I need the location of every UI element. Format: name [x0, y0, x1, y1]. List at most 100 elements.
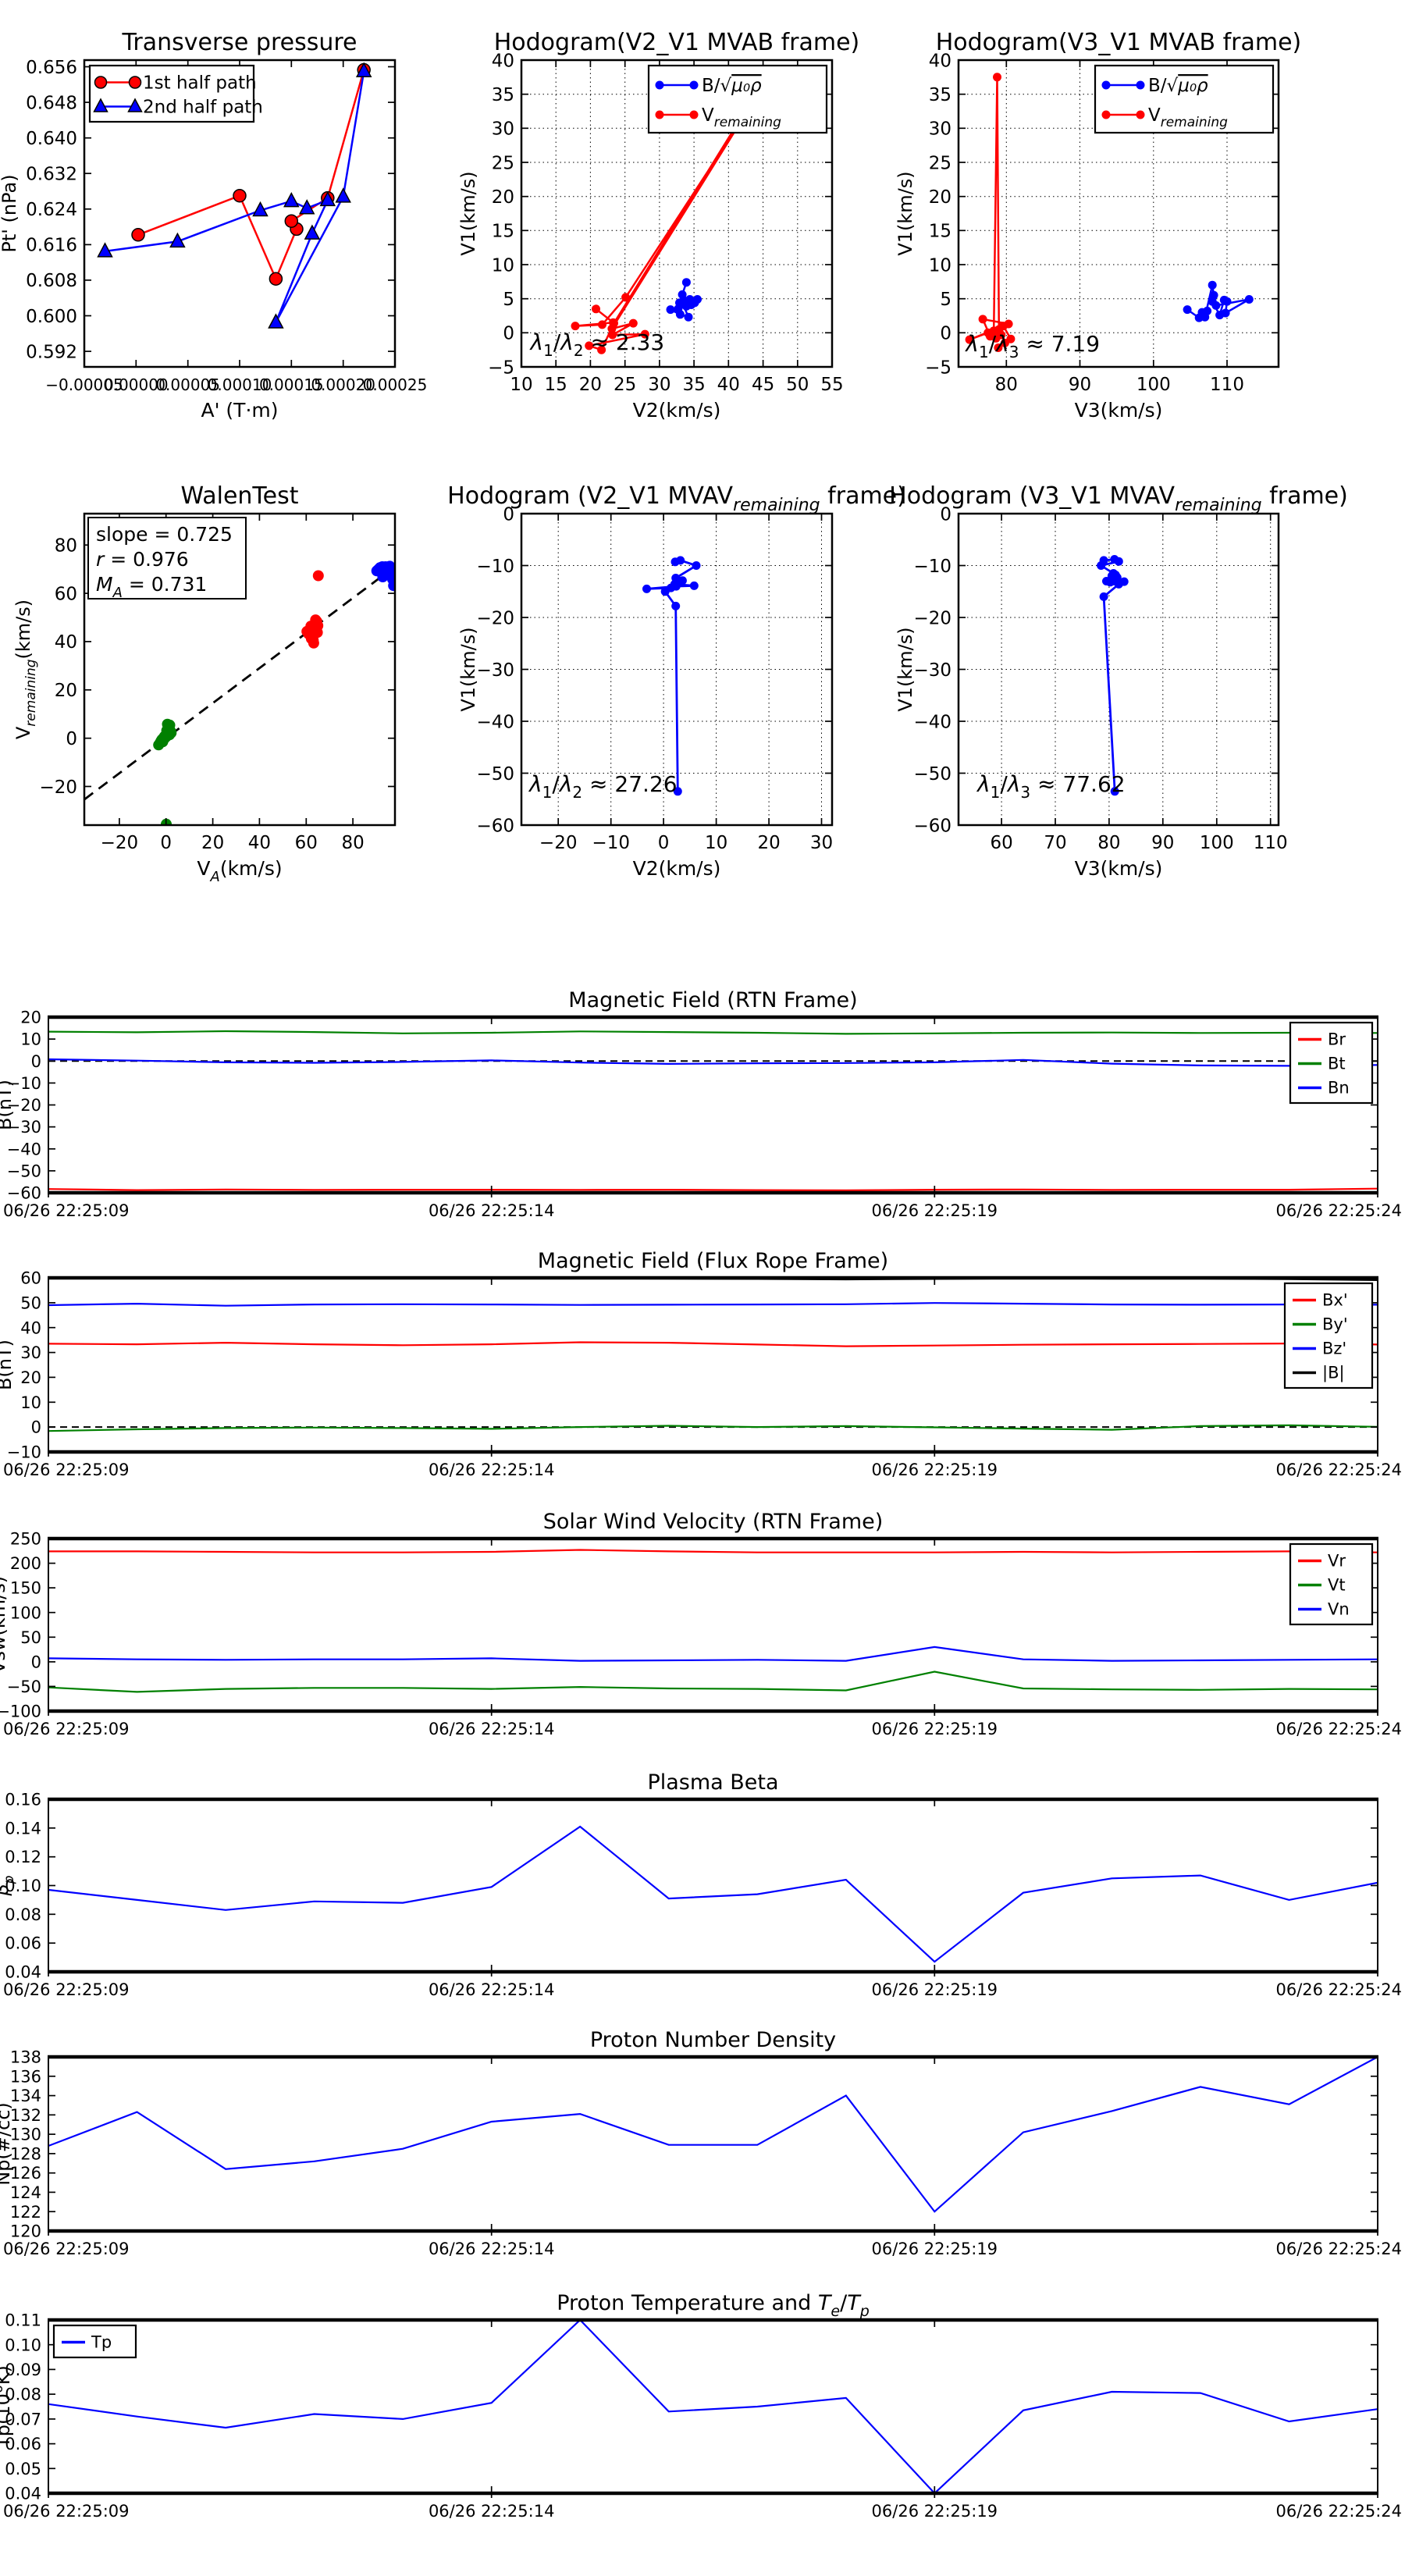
y-tick-label: 0.07: [5, 2410, 41, 2428]
dot-marker: [684, 312, 693, 322]
x-tick-label: 06/26 22:25:19: [872, 1980, 998, 1999]
x-tick-label: 30: [648, 375, 670, 395]
circle-marker: [233, 188, 247, 203]
dot-marker: [1221, 308, 1230, 318]
y-tick-label: 120: [10, 2222, 41, 2241]
dot-marker: [997, 330, 1006, 340]
y-tick-label: 0.08: [5, 1905, 41, 1924]
y-tick-label: 0: [940, 504, 951, 525]
series-beta: [48, 1825, 1378, 1963]
y-tick-label: −20: [913, 608, 951, 628]
x-tick-label: 0.00025: [363, 375, 428, 394]
dot-marker: [999, 322, 1008, 331]
x-tick-label: 90: [1151, 833, 1174, 853]
x-tick-label: 06/26 22:25:24: [1275, 1201, 1402, 1220]
legend-label: Vremaining: [1148, 105, 1228, 130]
dot-marker: [598, 320, 606, 329]
y-tick-label: 40: [492, 51, 514, 71]
y-tick-label: 60: [20, 1269, 41, 1288]
x-tick-label: 06/26 22:25:24: [1275, 1720, 1402, 1738]
triangle-marker: [268, 313, 284, 329]
y-tick-label: 136: [10, 2067, 41, 2086]
dot-marker: [689, 80, 699, 90]
x-tick-label: 06/26 22:25:24: [1275, 1980, 1402, 1999]
legend: B/√μ₀ρ Vremaining: [647, 64, 828, 134]
triangle-marker: [127, 98, 143, 112]
y-tick-label: 250: [10, 1530, 41, 1549]
y-tick-label: −40: [7, 1140, 41, 1158]
y-tick-label: 40: [20, 1318, 41, 1337]
triangle-marker: [304, 224, 321, 240]
chart-p4: −20 0 20 40 60 80 −20 0 20 40 60 80 WalenTest VA(km/s…: [12, 482, 397, 885]
y-tick-label: −10: [7, 1074, 41, 1093]
chart-title: Hodogram (V3_V1 MVAVremaining frame): [889, 482, 1348, 515]
x-tick-label: 0.00015: [259, 375, 324, 394]
y-tick-label: 0: [940, 324, 951, 344]
x-tick-label: 20: [757, 833, 780, 853]
chart-p6: 60 70 80 90 100 110 0 −10 −20 −30 −40 −50 −60 Hodogra…: [889, 482, 1348, 880]
y-axis-label: Tp(106K): [0, 2365, 14, 2449]
y-tick-label: 0: [66, 729, 77, 749]
dot-marker: [1222, 297, 1232, 306]
y-tick-label: 0.608: [26, 271, 77, 291]
plot-area-ts1: [48, 1030, 1378, 1192]
x-tick-label: 06/26 22:25:09: [3, 1461, 130, 1479]
dot-marker: [666, 305, 675, 315]
y-tick-label: −5: [925, 358, 951, 378]
series-vr: [48, 1549, 1378, 1553]
y-tick-label: 10: [492, 255, 514, 276]
x-tick-label: 0.00020: [311, 375, 375, 394]
y-tick-label: 5: [503, 290, 514, 310]
x-tick-label: 06/26 22:25:19: [872, 1720, 998, 1738]
y-tick-label: 0.632: [26, 165, 77, 185]
dot-marker: [608, 330, 617, 340]
x-tick-label: −20: [539, 833, 578, 853]
x-tick-label: 20: [201, 833, 224, 853]
x-tick-label: 06/26 22:25:14: [429, 2502, 555, 2521]
dot-marker: [1114, 579, 1123, 589]
dot-marker: [571, 322, 580, 331]
x-tick-label: 06/26 22:25:14: [429, 1461, 555, 1479]
y-tick-label: 124: [10, 2183, 41, 2202]
y-tick-label: 0.05: [5, 2460, 41, 2478]
plot-area-ts4: [48, 1825, 1378, 1963]
x-tick-label: 0.00005: [155, 375, 220, 394]
x-tick-label: 06/26 22:25:09: [3, 1720, 130, 1738]
dot-marker: [621, 293, 631, 302]
lambda-annotation: λ1/λ3 ≈ 7.19: [964, 331, 1100, 361]
x-tick-label: 06/26 22:25:24: [1275, 2240, 1402, 2258]
y-tick-label: −30: [476, 660, 514, 681]
dot-marker: [377, 571, 389, 582]
dot-marker: [1097, 561, 1106, 570]
dot-marker: [1136, 110, 1145, 119]
circle-marker: [269, 272, 283, 286]
y-tick-label: 130: [10, 2126, 41, 2144]
y-tick-label: 150: [10, 1579, 41, 1598]
x-tick-label: 06/26 22:25:09: [3, 2240, 130, 2258]
lambda-annotation: λ1/λ2 ≈ 27.26: [528, 771, 677, 802]
series-vt: [48, 1670, 1378, 1693]
series-br: [48, 1187, 1378, 1192]
y-tick-label: 40: [929, 51, 951, 71]
dot-marker: [312, 570, 324, 582]
y-axis-label: Pt' (nPa): [0, 174, 20, 252]
y-tick-label: −5: [488, 358, 514, 378]
y-tick-label: 25: [929, 153, 951, 173]
y-tick-label: 0.14: [5, 1819, 41, 1838]
y-tick-label: −10: [7, 1443, 41, 1462]
x-tick-label: 25: [614, 375, 636, 395]
legend-label: By': [1322, 1315, 1348, 1334]
x-tick-label: 0.00010: [208, 375, 272, 394]
y-tick-label: 0.04: [5, 1963, 41, 1982]
y-tick-label: 128: [10, 2144, 41, 2163]
series-tp: [48, 2320, 1378, 2493]
y-tick-label: 30: [20, 1343, 41, 1362]
legend-label: Bt: [1328, 1055, 1346, 1073]
x-tick-label: 110: [1210, 375, 1244, 395]
x-tick-label: 55: [820, 375, 843, 395]
dot-marker: [1105, 578, 1115, 587]
y-tick-label: 15: [492, 222, 514, 242]
chart-title: Proton Temperature and Te/Tp: [557, 2291, 870, 2320]
legend: Br Bt Bn: [1289, 1021, 1374, 1105]
